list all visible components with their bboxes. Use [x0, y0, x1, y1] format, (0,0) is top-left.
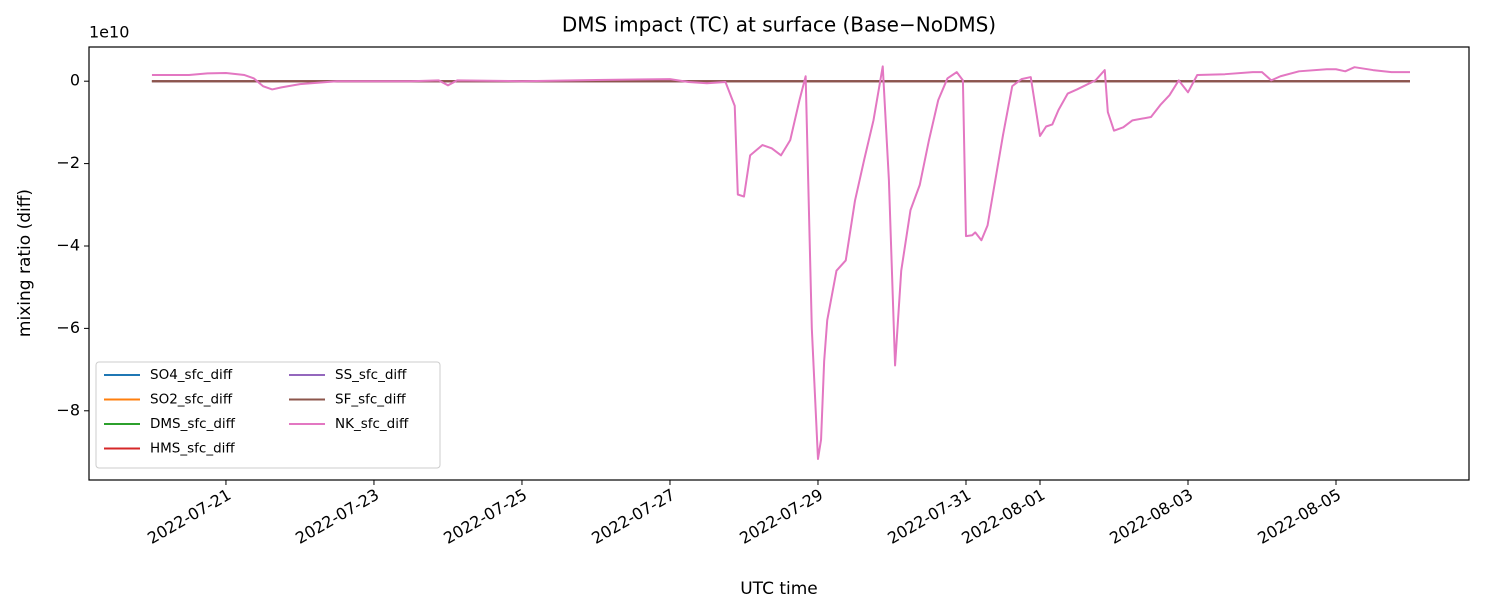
legend-label: SS_sfc_diff: [335, 367, 407, 383]
x-tick-label: 2022-08-01: [958, 485, 1048, 548]
series-line: [151, 65, 1410, 460]
y-tick-label: −2: [56, 153, 80, 172]
y-scale-label: 1e10: [89, 23, 129, 42]
x-tick-label: 2022-07-23: [292, 485, 382, 548]
legend-label: SF_sfc_diff: [335, 392, 406, 408]
x-tick-label: 2022-07-29: [736, 485, 826, 548]
legend-label: HMS_sfc_diff: [150, 441, 235, 457]
y-tick-label: −6: [56, 318, 80, 337]
legend-label: SO2_sfc_diff: [150, 392, 233, 408]
plot-frame: [88, 46, 1470, 481]
x-tick-label: 2022-07-31: [884, 485, 974, 548]
x-tick-label: 2022-07-25: [440, 485, 530, 548]
y-tick-label: −8: [56, 400, 80, 419]
x-tick-label: 2022-08-05: [1254, 485, 1344, 548]
legend-label: SO4_sfc_diff: [150, 367, 233, 383]
legend-label: NK_sfc_diff: [335, 416, 409, 432]
legend-label: DMS_sfc_diff: [150, 416, 236, 432]
legend-box: [95, 361, 441, 469]
x-tick-label: 2022-07-21: [144, 485, 234, 548]
y-tick-label: −4: [56, 235, 80, 254]
chart-title: DMS impact (TC) at surface (Base−NoDMS): [562, 13, 996, 37]
x-tick-label: 2022-07-27: [588, 485, 678, 548]
y-tick-label: 0: [70, 71, 80, 90]
x-axis-label: UTC time: [740, 579, 818, 599]
x-tick-label: 2022-08-03: [1106, 485, 1196, 548]
y-axis-label: mixing ratio (diff): [15, 189, 35, 337]
